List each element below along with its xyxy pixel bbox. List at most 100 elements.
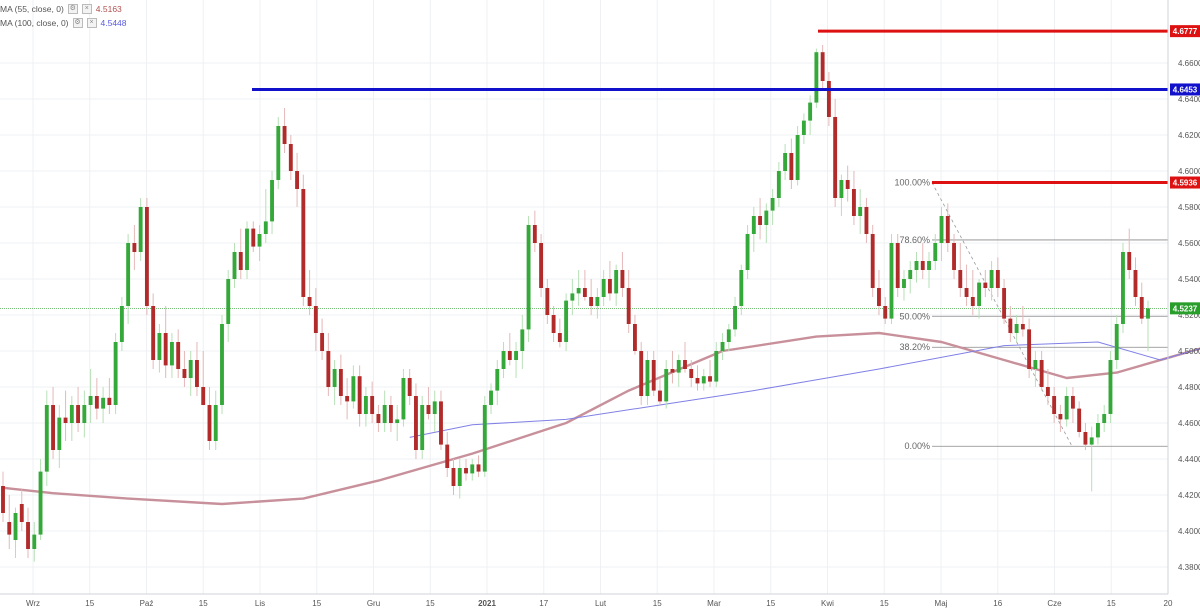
candle-bearish[interactable]	[295, 171, 300, 189]
candle-bullish[interactable]	[457, 468, 462, 486]
candle-bullish[interactable]	[726, 329, 731, 342]
candle-bearish[interactable]	[1027, 329, 1032, 369]
candle-bearish[interactable]	[151, 306, 156, 360]
candle-bearish[interactable]	[313, 306, 318, 333]
candle-bullish[interactable]	[889, 243, 894, 319]
candle-bearish[interactable]	[51, 405, 55, 450]
candle-bullish[interactable]	[645, 360, 650, 396]
candle-bullish[interactable]	[188, 360, 193, 378]
candle-bearish[interactable]	[320, 333, 325, 351]
candle-bearish[interactable]	[683, 360, 687, 369]
candle-bearish[interactable]	[589, 297, 594, 306]
candle-bearish[interactable]	[695, 378, 700, 384]
candle-bullish[interactable]	[676, 360, 681, 373]
candle-bullish[interactable]	[1114, 324, 1119, 360]
candle-bearish[interactable]	[651, 360, 656, 391]
candle-bullish[interactable]	[213, 405, 218, 441]
candle-bearish[interactable]	[207, 405, 212, 441]
candle-bearish[interactable]	[451, 468, 456, 486]
candle-bearish[interactable]	[1002, 288, 1007, 319]
settings-icon[interactable]: ⚙	[67, 4, 78, 14]
candle-bearish[interactable]	[995, 270, 1000, 288]
candle-bearish[interactable]	[532, 225, 537, 243]
candle-bullish[interactable]	[57, 417, 62, 450]
candle-bullish[interactable]	[939, 216, 944, 243]
candle-bearish[interactable]	[301, 189, 306, 297]
candle-bullish[interactable]	[614, 270, 619, 294]
candle-bullish[interactable]	[38, 471, 43, 535]
candle-bearish[interactable]	[144, 207, 149, 306]
candle-bearish[interactable]	[1045, 387, 1050, 396]
candle-bullish[interactable]	[977, 282, 982, 306]
candle-bearish[interactable]	[1008, 318, 1013, 333]
candle-bearish[interactable]	[26, 522, 30, 549]
candle-bearish[interactable]	[1, 486, 5, 513]
candle-bearish[interactable]	[983, 282, 988, 288]
candle-bullish[interactable]	[776, 171, 781, 198]
candle-bearish[interactable]	[883, 306, 888, 319]
candle-bullish[interactable]	[351, 376, 356, 402]
candle-bullish[interactable]	[989, 270, 994, 288]
candle-bullish[interactable]	[933, 243, 938, 261]
candle-bearish[interactable]	[182, 369, 187, 378]
candle-bearish[interactable]	[132, 243, 137, 252]
candle-bearish[interactable]	[864, 207, 869, 234]
candle-bullish[interactable]	[927, 261, 931, 270]
candle-bearish[interactable]	[758, 216, 763, 225]
candle-bearish[interactable]	[1039, 360, 1044, 387]
candle-bearish[interactable]	[201, 387, 206, 405]
candle-bearish[interactable]	[964, 288, 969, 297]
candle-bullish[interactable]	[701, 376, 706, 384]
candle-bearish[interactable]	[826, 81, 831, 117]
candle-bullish[interactable]	[801, 120, 806, 135]
candle-bearish[interactable]	[870, 234, 875, 288]
candle-bullish[interactable]	[232, 252, 237, 279]
candle-bearish[interactable]	[288, 144, 293, 171]
candle-bullish[interactable]	[914, 261, 919, 270]
candle-bearish[interactable]	[63, 417, 68, 423]
candle-bearish[interactable]	[238, 252, 243, 270]
candle-bullish[interactable]	[119, 306, 124, 342]
candle-bearish[interactable]	[1133, 270, 1138, 297]
candle-bullish[interactable]	[1102, 414, 1107, 423]
candle-bullish[interactable]	[270, 180, 274, 222]
candle-bearish[interactable]	[539, 243, 544, 288]
candle-bearish[interactable]	[282, 126, 287, 144]
candle-bullish[interactable]	[69, 405, 74, 423]
candle-bullish[interactable]	[44, 405, 49, 472]
candle-bullish[interactable]	[1108, 360, 1113, 414]
candle-bullish[interactable]	[245, 228, 249, 270]
candle-bearish[interactable]	[658, 390, 662, 402]
candle-bullish[interactable]	[1064, 396, 1069, 420]
candle-bullish[interactable]	[363, 396, 368, 414]
candle-bearish[interactable]	[789, 153, 794, 180]
candle-bearish[interactable]	[833, 117, 838, 198]
candle-bullish[interactable]	[764, 210, 769, 225]
candle-bearish[interactable]	[251, 228, 256, 247]
candle-bearish[interactable]	[970, 297, 975, 306]
candle-bearish[interactable]	[326, 351, 331, 387]
candle-bullish[interactable]	[664, 369, 669, 402]
candle-bullish[interactable]	[526, 225, 531, 330]
candle-bearish[interactable]	[1020, 324, 1025, 330]
candle-bullish[interactable]	[482, 405, 487, 472]
candle-bearish[interactable]	[958, 270, 963, 288]
candle-bullish[interactable]	[101, 397, 106, 409]
candle-bullish[interactable]	[332, 369, 337, 387]
candle-bullish[interactable]	[263, 221, 268, 234]
settings-icon[interactable]: ⚙	[72, 18, 83, 28]
candle-bearish[interactable]	[895, 243, 900, 288]
legend-ma55[interactable]: MA (55, close, 0) ⚙ × 4.5163	[0, 2, 127, 16]
candle-bullish[interactable]	[751, 216, 756, 234]
candle-bullish[interactable]	[1121, 252, 1125, 324]
candle-bearish[interactable]	[952, 243, 956, 270]
candle-bearish[interactable]	[476, 464, 481, 472]
candle-bullish[interactable]	[908, 270, 913, 279]
candle-bearish[interactable]	[945, 216, 950, 243]
candle-bearish[interactable]	[1058, 414, 1063, 420]
candle-bullish[interactable]	[395, 419, 400, 423]
candle-bullish[interactable]	[257, 234, 262, 247]
candle-bullish[interactable]	[514, 351, 518, 360]
